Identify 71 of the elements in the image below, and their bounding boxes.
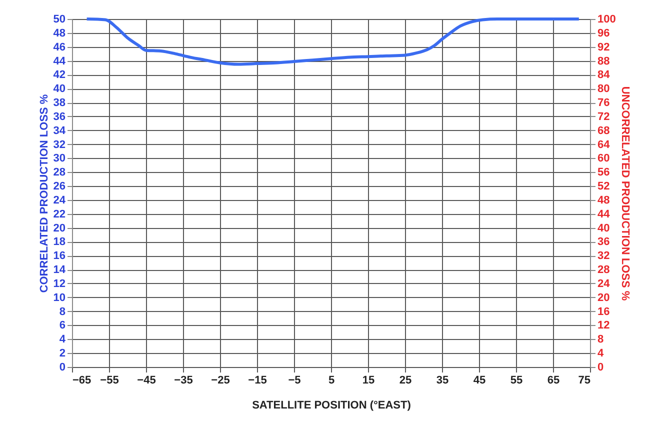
y2-tick-label: 92 (598, 41, 610, 54)
x-tick-label: −65 (72, 374, 92, 386)
y-tick-label: 10 (53, 292, 66, 304)
x-tick-label: 15 (362, 374, 375, 386)
y2-tick-label: 72 (598, 110, 610, 123)
y-tick-label: 12 (53, 278, 66, 290)
x-tick-label: 75 (578, 374, 590, 386)
y-tick-label: 22 (53, 208, 66, 220)
x-tick-label: −25 (211, 374, 230, 386)
y-tick-label: 30 (53, 152, 66, 165)
y-tick-label: 32 (53, 138, 66, 151)
y2-tick-label: 16 (598, 306, 610, 318)
x-tick-label: 25 (399, 374, 412, 386)
y2-tick-label: 100 (598, 14, 616, 26)
y2-tick-label: 52 (598, 180, 610, 193)
y-tick-label: 8 (59, 306, 66, 318)
y2-tick-label: 64 (598, 138, 611, 151)
y2-tick-label: 20 (598, 292, 610, 304)
line-series (85, 18, 580, 66)
y-tick-label: 24 (53, 194, 66, 206)
y2-tick-label: 84 (598, 69, 611, 82)
y-axis-title: CORRELATED PRODUCTION LOSS % (38, 94, 50, 293)
y2-tick-label: 36 (598, 236, 610, 248)
y2-tick-label: 40 (598, 222, 610, 234)
y2-axis-title: UNCORRELATED PRODUCTION LOSS % (618, 86, 631, 301)
y2-tick-label: 68 (598, 124, 610, 137)
y-tick-label: 20 (53, 222, 66, 234)
y-tick-label: 46 (53, 41, 66, 54)
y-tick-label: 38 (53, 97, 66, 110)
y-tick-label: 18 (53, 236, 66, 248)
y-tick-label: 42 (53, 69, 66, 82)
y-tick-label: 40 (53, 83, 66, 96)
y-tick-label: 6 (59, 320, 66, 332)
y-tick-label: 16 (53, 250, 66, 262)
y2-tick-label: 88 (598, 55, 610, 68)
y2-tick-label: 32 (598, 250, 610, 262)
y-tick-label: 14 (53, 264, 66, 276)
y2-tick-label: 8 (598, 334, 604, 346)
y-tick-label: 36 (53, 110, 66, 123)
y2-tick-label: 44 (598, 208, 611, 220)
x-tick-label: 55 (510, 374, 523, 386)
y-tick-label: 48 (53, 27, 66, 40)
x-axis-title: SATELLITE POSITION (°EAST) (252, 400, 412, 412)
y-tick-label: 50 (53, 14, 66, 26)
x-tick-label: 45 (473, 374, 486, 386)
y2-tick-label: 12 (598, 320, 610, 332)
y2-tick-label: 48 (598, 194, 610, 206)
y-tick-label: 44 (53, 55, 66, 68)
x-tick-label: −5 (288, 374, 301, 386)
x-tick-label: −45 (137, 374, 156, 386)
y-tick-label: 26 (53, 180, 66, 193)
y2-tick-label: 24 (598, 278, 611, 290)
x-tick-label: 35 (436, 374, 449, 386)
y2-tick-label: 4 (598, 348, 604, 360)
x-tick-label: 5 (328, 374, 335, 386)
y2-tick-label: 28 (598, 264, 610, 276)
y2-tick-label: 76 (598, 97, 610, 110)
x-tick-label: −35 (174, 374, 193, 386)
y-tick-label: 34 (53, 124, 66, 137)
y2-tick-label: 0 (598, 362, 604, 374)
y-tick-label: 28 (53, 166, 66, 179)
y2-tick-label: 80 (598, 83, 610, 96)
y2-tick-label: 96 (598, 27, 610, 40)
x-tick-label: 65 (547, 374, 560, 386)
y2-tick-label: 56 (598, 166, 610, 179)
x-tick-label: −15 (248, 374, 267, 386)
y2-tick-label: 60 (598, 152, 610, 165)
y-tick-label: 4 (59, 334, 66, 346)
x-tick-label: −55 (100, 374, 119, 386)
y-tick-label: 2 (59, 348, 66, 360)
y-tick-label: 0 (59, 362, 66, 374)
